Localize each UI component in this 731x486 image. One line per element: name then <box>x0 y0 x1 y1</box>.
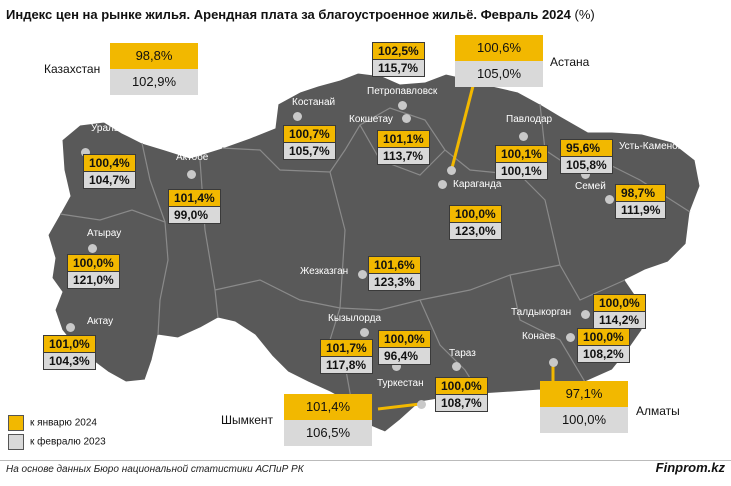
city-label-aktau: Актау <box>87 316 114 327</box>
almaty-label: Алматы <box>636 404 680 418</box>
country-shape <box>47 72 701 433</box>
city-marker-uralsk <box>81 148 90 157</box>
badge-aktau: 101,0% 104,3% <box>43 335 96 370</box>
city-label-konaev: Конаев <box>522 331 556 342</box>
kazakhstan-feb-value: 102,9% <box>110 69 198 95</box>
badge-pavlodar: 100,1% 100,1% <box>495 145 548 180</box>
legend-feb: к февралю 2023 <box>8 434 106 450</box>
badge-konaev: 100,0% 108,2% <box>577 328 630 363</box>
badge-aktobe: 101,4% 99,0% <box>168 189 221 224</box>
source-note: На основе данных Бюро национальной стати… <box>6 464 304 475</box>
astana-feb-value: 105,0% <box>455 61 543 87</box>
city-marker-aktobe <box>187 170 196 179</box>
shymkent-label: Шымкент <box>221 413 274 427</box>
brand-logo: Finprom.kz <box>655 460 725 475</box>
city-label-kokshetau: Кокшетау <box>349 114 393 125</box>
badge-karaganda: 100,0% 123,0% <box>449 205 502 240</box>
badge-turkestan: 100,0% 96,4% <box>378 330 431 365</box>
kazakhstan-jan-value: 98,8% <box>110 43 198 69</box>
badge-zhezkazgan: 101,6% 123,3% <box>368 256 421 291</box>
badge-taldykorgan: 100,0% 114,2% <box>593 294 646 329</box>
legend-jan-swatch <box>8 415 24 431</box>
city-marker-aktau <box>66 323 75 332</box>
city-label-zhezkazgan: Жезказган <box>300 266 349 277</box>
shymkent-pointer <box>377 402 421 411</box>
badge-semey: 95,6% 105,8% <box>560 139 613 174</box>
almaty-feb-value: 100,0% <box>540 407 628 433</box>
city-label-petropavlovsk: Петропавловск <box>367 86 438 97</box>
city-marker-ust-kamenogorsk <box>605 195 614 204</box>
city-label-uralsk: Уральск <box>91 123 129 134</box>
city-label-taraz: Тараз <box>449 348 476 359</box>
chart-title: Индекс цен на рынке жилья. Арендная плат… <box>6 7 595 22</box>
city-marker-taraz <box>452 362 461 371</box>
city-marker-atyrau <box>88 244 97 253</box>
shymkent-feb-value: 106,5% <box>284 420 372 446</box>
badge-taraz: 100,0% 108,7% <box>435 377 488 412</box>
badge-kyzylorda: 101,7% 117,8% <box>320 339 373 374</box>
kazakhstan-label: Казахстан <box>44 62 101 76</box>
city-label-taldykorgan: Талдыкорган <box>511 307 572 318</box>
astana-jan-value: 100,6% <box>455 35 543 61</box>
city-marker-kokshetau <box>402 114 411 123</box>
astana-pointer <box>450 85 475 169</box>
city-label-karaganda: Караганда <box>453 179 502 190</box>
city-marker-taldykorgan <box>581 310 590 319</box>
city-label-turkestan: Туркестан <box>377 378 424 389</box>
city-label-aktobe: Актобе <box>176 152 209 163</box>
astana-marker <box>447 166 456 175</box>
almaty-badge: 97,1% 100,0% <box>540 381 628 433</box>
city-marker-petropavlovsk <box>398 101 407 110</box>
footer-divider <box>0 460 731 486</box>
city-marker-zhezkazgan <box>358 270 367 279</box>
city-marker-pavlodar <box>519 132 528 141</box>
shymkent-marker <box>417 400 426 409</box>
legend-jan: к январю 2024 <box>8 415 97 431</box>
astana-label: Астана <box>550 55 590 69</box>
almaty-marker <box>549 358 558 367</box>
city-marker-semey <box>581 170 590 179</box>
city-label-semey: Семей <box>575 181 606 192</box>
shymkent-jan-value: 101,4% <box>284 394 372 420</box>
city-marker-kostanay <box>293 112 302 121</box>
city-label-kyzylorda: Кызылорда <box>328 313 382 324</box>
city-label-pavlodar: Павлодар <box>506 114 553 125</box>
city-marker-karaganda <box>438 180 447 189</box>
badge-petropavlovsk: 102,5% 115,7% <box>372 42 425 77</box>
astana-badge: 100,6% 105,0% <box>455 35 543 87</box>
almaty-jan-value: 97,1% <box>540 381 628 407</box>
city-marker-kyzylorda <box>360 328 369 337</box>
badge-uralsk: 100,4% 104,7% <box>83 154 136 189</box>
shymkent-badge: 101,4% 106,5% <box>284 394 372 446</box>
city-label-atyrau: Атырау <box>87 228 122 239</box>
badge-ust-kamenogorsk: 98,7% 111,9% <box>615 184 667 219</box>
badge-kostanay: 100,7% 105,7% <box>283 125 336 160</box>
city-label-ust-kamenogorsk: Усть-Каменогорск <box>619 141 702 152</box>
badge-atyrau: 100,0% 121,0% <box>67 254 120 289</box>
city-marker-turkestan <box>392 362 401 371</box>
city-marker-konaev <box>566 333 575 342</box>
kazakhstan-badge: 98,8% 102,9% <box>110 43 198 95</box>
legend-feb-swatch <box>8 434 24 450</box>
city-label-kostanay: Костанай <box>292 97 336 108</box>
badge-kokshetau: 101,1% 113,7% <box>377 130 430 165</box>
